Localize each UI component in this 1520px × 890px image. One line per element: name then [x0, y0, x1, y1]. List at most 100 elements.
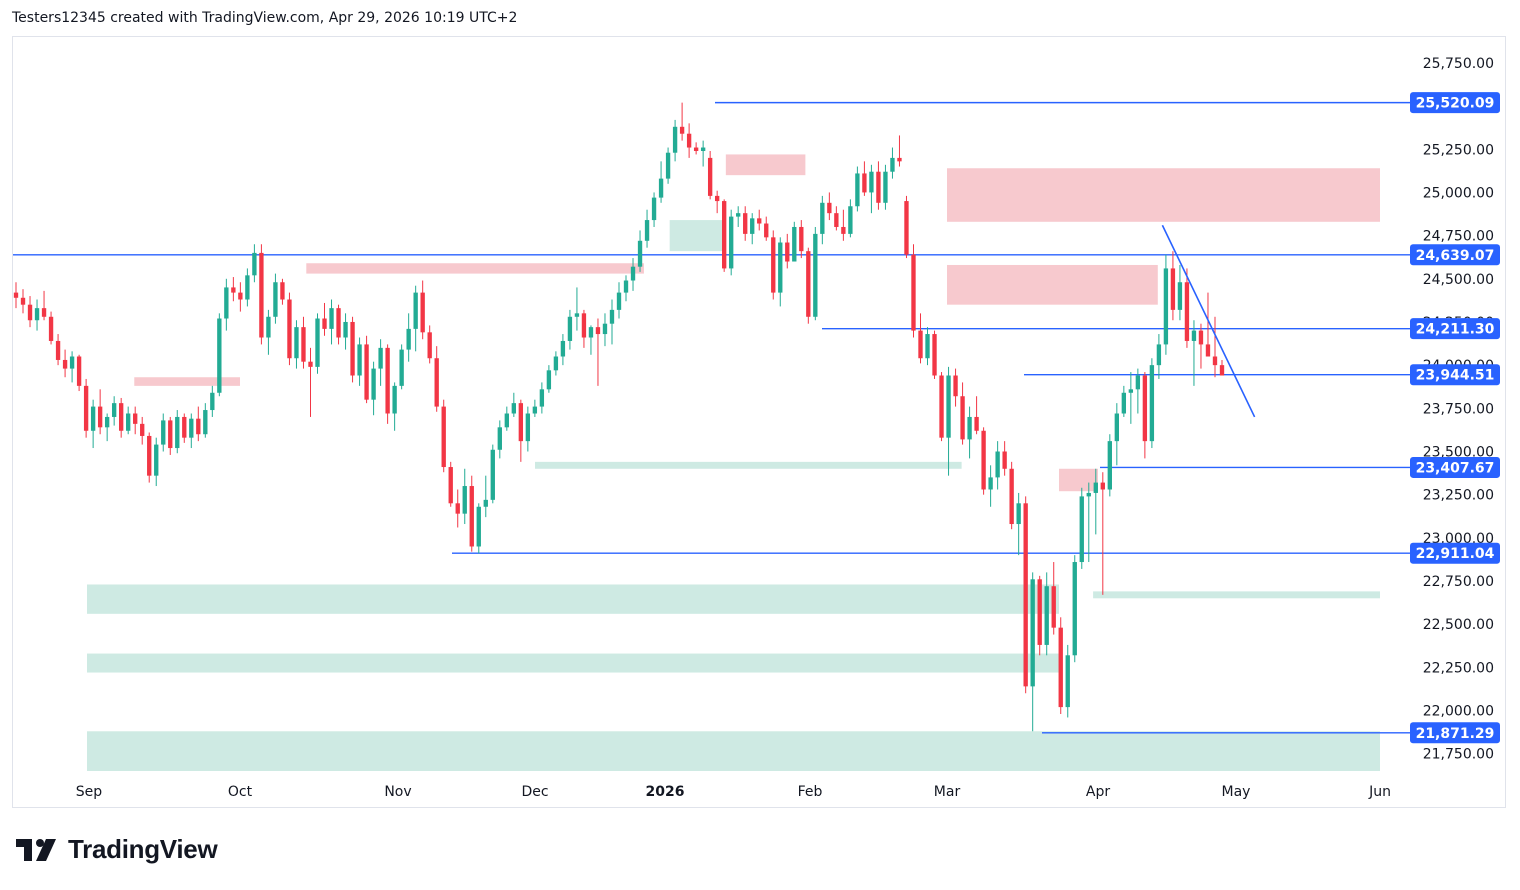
tradingview-logo[interactable]: TradingView [16, 834, 218, 865]
candle-body [525, 413, 531, 442]
candle [252, 244, 257, 283]
price-tags: 25,520.09 24,639.07 24,211.30 23,944.51 23,4… [1410, 92, 1500, 744]
candle-body [855, 173, 860, 207]
candle [792, 221, 797, 262]
candle-body [104, 416, 110, 428]
candle-body [1163, 268, 1169, 345]
candle-body [1065, 655, 1070, 708]
candle-body [1002, 451, 1007, 469]
candle-body [707, 157, 713, 196]
candle-body [217, 318, 222, 393]
candle-body [483, 499, 488, 507]
candle-body [69, 356, 75, 369]
candle [147, 432, 152, 483]
candle-body [539, 389, 545, 407]
candle-body [834, 213, 839, 227]
candle-body [441, 406, 446, 468]
candle-body [609, 309, 615, 324]
candle-body [602, 323, 608, 335]
candle [434, 346, 439, 412]
candle-body [27, 304, 33, 321]
candles-layer [13, 102, 1225, 732]
candle [644, 209, 650, 248]
candle [392, 382, 397, 431]
demand-zone [535, 461, 962, 469]
candle-body [504, 413, 509, 428]
attribution-text: Testers12345 created with TradingView.co… [12, 10, 518, 26]
y-tick-label: 22,500.00 [1423, 617, 1494, 633]
candle [848, 199, 853, 238]
candle-body [925, 334, 930, 359]
candle [245, 268, 250, 307]
candle [55, 334, 61, 366]
candle-body [995, 451, 1000, 478]
candle-body [385, 347, 390, 414]
x-axis: Sep Oct Nov Dec 2026 Feb Mar Apr May Jun [76, 784, 1391, 800]
candle-body [182, 416, 187, 438]
candle [616, 282, 622, 319]
candle [869, 164, 874, 214]
candle-body [904, 201, 909, 255]
candle [1212, 316, 1218, 378]
y-tick-label: 21,750.00 [1423, 747, 1494, 763]
price-tag-bg [1410, 456, 1500, 478]
candle [553, 351, 559, 376]
candle-body [119, 403, 124, 431]
candle-body [1100, 482, 1105, 490]
price-tag: 23,407.67 [1410, 456, 1500, 478]
trendline-layer [1161, 224, 1256, 418]
candle-body [294, 327, 299, 359]
candle-body [399, 349, 404, 386]
candle-body [476, 506, 481, 547]
candle-body [364, 344, 369, 400]
price-tag-label: 25,520.09 [1416, 96, 1495, 112]
y-tick-label: 24,500.00 [1423, 272, 1494, 288]
y-tick-label: 25,750.00 [1423, 56, 1494, 72]
candle [904, 195, 909, 259]
candle-body [806, 251, 811, 317]
candle [602, 313, 608, 347]
candle [203, 403, 208, 438]
candle-body [245, 275, 250, 300]
candle [1093, 468, 1098, 535]
price-tag: 24,639.07 [1410, 244, 1500, 266]
candle [329, 299, 334, 345]
candle [34, 299, 40, 331]
candle [287, 292, 292, 366]
candle [939, 372, 944, 442]
candle [497, 420, 502, 459]
candle-body [1086, 492, 1091, 497]
candle-body [1170, 268, 1176, 310]
x-tick-label: Mar [934, 784, 961, 800]
supply-zone [1059, 468, 1098, 492]
candle [399, 344, 404, 390]
candle [1135, 368, 1141, 414]
candle-body [1219, 365, 1225, 376]
price-tag: 24,211.30 [1410, 318, 1500, 340]
candle-body [532, 406, 538, 414]
candle-body [336, 308, 341, 338]
candle-body [315, 318, 320, 367]
candle [322, 302, 327, 336]
candle [729, 209, 734, 276]
candle-body [41, 308, 47, 317]
candle-body [413, 292, 418, 329]
candle-body [848, 206, 853, 234]
candle [406, 313, 411, 362]
candle-body [967, 416, 972, 440]
candle [154, 437, 159, 487]
candle [238, 282, 243, 312]
candle [827, 192, 832, 221]
candle [595, 318, 601, 386]
candle-body [560, 340, 566, 357]
demand-zone [87, 653, 1060, 673]
candle-body [62, 359, 68, 369]
price-tag-label: 22,911.04 [1416, 546, 1495, 562]
candle [1079, 487, 1084, 569]
candle [764, 216, 769, 241]
candle [1051, 562, 1056, 635]
candle-body [259, 252, 264, 338]
candle-body [210, 392, 215, 411]
candle-body [308, 361, 313, 367]
